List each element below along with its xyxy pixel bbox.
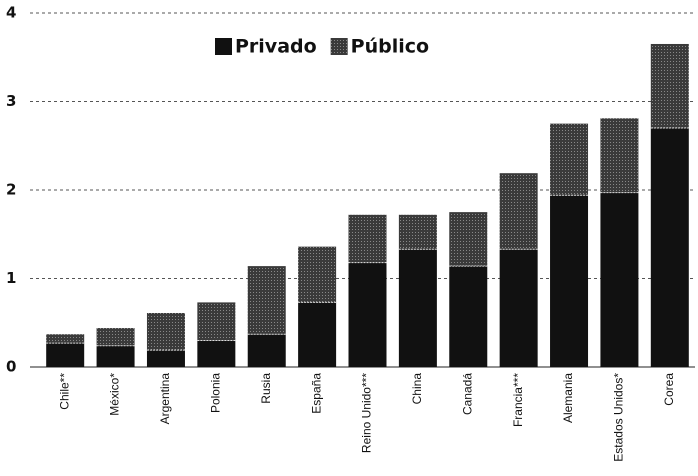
bar-segment [550, 195, 589, 367]
bar-segment [499, 249, 538, 367]
legend-swatch [330, 38, 348, 55]
x-tick-label: Rusia [259, 373, 273, 404]
x-tick-label: Reino Unido*** [360, 373, 374, 453]
bar-segment [398, 214, 437, 250]
bar-segment [650, 128, 689, 367]
x-tick-label: Estados Unidos* [612, 373, 626, 462]
bar-segment [298, 246, 337, 303]
y-tick-label: 0 [6, 358, 16, 376]
legend-swatch [215, 38, 232, 55]
bar-segment [398, 249, 437, 367]
y-tick-label: 2 [6, 181, 16, 199]
bar-segment [499, 173, 538, 250]
bar-segment [247, 334, 286, 367]
x-tick-label: Alemania [561, 373, 575, 423]
bar-segment [146, 313, 185, 351]
x-tick-label: España [309, 373, 323, 414]
legend-label: Público [351, 36, 429, 58]
bar-segment [247, 266, 286, 335]
bar-segment [46, 343, 85, 367]
x-tick-label: Canadá [460, 373, 474, 415]
legend-label: Privado [235, 36, 317, 58]
bar-segment [550, 123, 589, 196]
bar-segment [96, 345, 135, 367]
bar-segment [650, 43, 689, 129]
bar-segment [298, 302, 337, 367]
bar-segment [449, 212, 488, 267]
y-tick-label: 1 [6, 269, 16, 287]
bar-segment [197, 302, 236, 341]
x-tick-label: Chile** [57, 373, 71, 410]
bar-segment [449, 266, 488, 367]
x-tick-label: México* [108, 373, 122, 416]
bar-segment [348, 262, 387, 367]
bar-segment [600, 118, 639, 193]
x-tick-label: China [410, 373, 424, 405]
bar-segment [96, 328, 135, 346]
y-tick-label: 4 [6, 4, 16, 22]
bar-segment [600, 192, 639, 367]
x-tick-label: Polonia [209, 373, 223, 413]
x-tick-label: Francia*** [511, 373, 525, 427]
y-tick-label: 3 [6, 92, 16, 110]
bar-segment [146, 350, 185, 367]
x-tick-label: Corea [662, 373, 676, 406]
bar-segment [46, 334, 85, 344]
x-tick-label: Argentina [158, 373, 172, 425]
bar-segment [197, 340, 236, 367]
bar-segment [348, 214, 387, 263]
